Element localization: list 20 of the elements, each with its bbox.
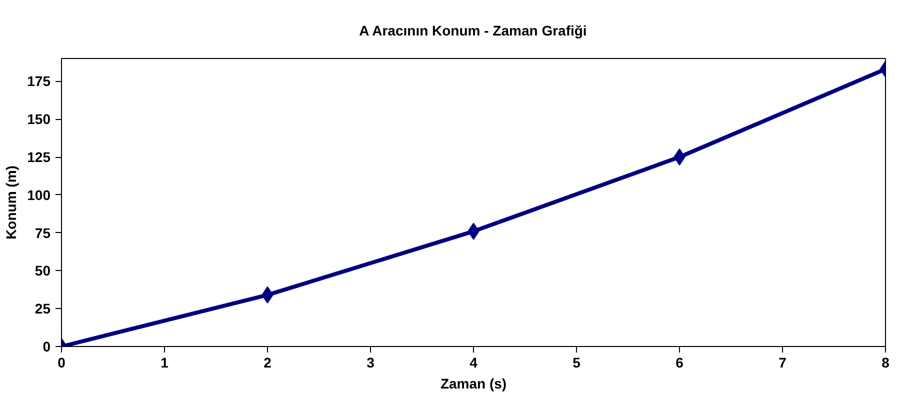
x-tick-label: 1 [160, 354, 169, 370]
x-tick-label: 5 [572, 354, 581, 370]
y-tick-label: 25 [34, 300, 51, 317]
x-axis-title: Zaman (s) [440, 376, 507, 392]
x-tick-label: 3 [366, 354, 375, 370]
y-tick-label: 100 [27, 186, 51, 203]
y-tick-label: 50 [34, 262, 51, 279]
x-tick-label: 6 [676, 354, 684, 370]
x-tick-label: 7 [778, 354, 787, 370]
y-tick-label: 75 [34, 224, 51, 241]
y-tick-label: 125 [27, 149, 51, 166]
x-tick-label: 2 [264, 354, 272, 370]
y-tick-label: 150 [27, 111, 51, 128]
x-tick-label: 4 [470, 354, 478, 370]
x-tick-label: 0 [58, 354, 66, 370]
chart-title: A Aracının Konum - Zaman Grafiği [359, 22, 587, 38]
x-tick-label: 8 [882, 354, 890, 370]
y-tick-label: 175 [27, 73, 51, 90]
y-tick-label: 0 [42, 338, 51, 354]
y-axis-title: Konum (m) [3, 166, 20, 240]
